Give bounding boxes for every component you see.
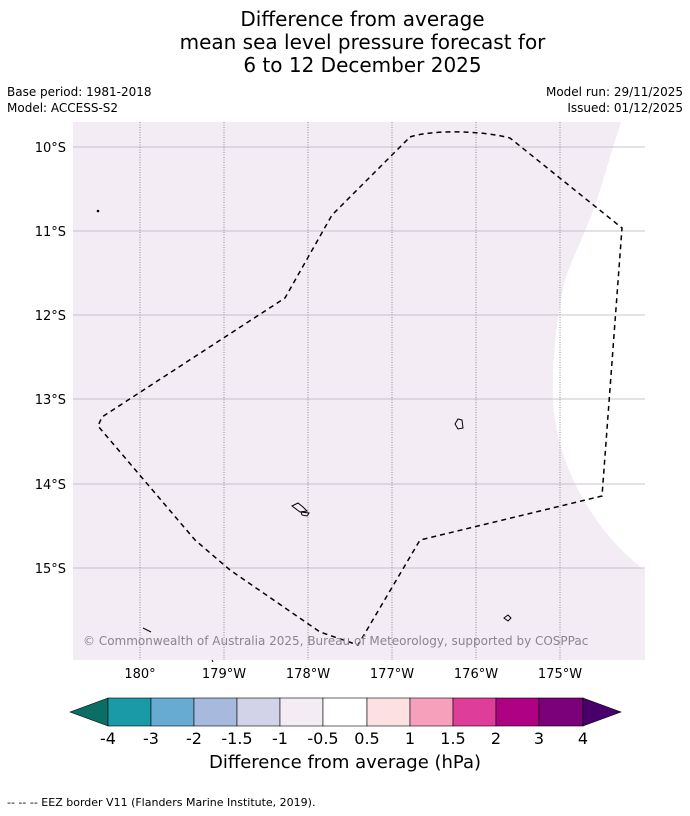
colorbar-bin-6 bbox=[322, 697, 368, 727]
lon-label-176w: 176°W bbox=[454, 667, 498, 682]
issued-date: Issued: 01/12/2025 bbox=[567, 101, 683, 115]
colorbar-bin-2 bbox=[150, 697, 195, 727]
colorbar-ticks: -4 -3 -2 -1.5 -1 -0.5 0.5 1 1.5 2 3 4 bbox=[100, 729, 588, 748]
lon-label-179w: 179°W bbox=[202, 667, 246, 682]
colorbar-bin-8 bbox=[409, 697, 454, 727]
colorbar-tick: -3 bbox=[143, 729, 159, 748]
colorbar-bin-4 bbox=[236, 697, 281, 727]
colorbar-title: Difference from average (hPa) bbox=[208, 752, 482, 773]
colorbar-tick: 4 bbox=[578, 729, 588, 748]
lon-label-178w: 178°W bbox=[286, 667, 330, 682]
lat-label-15s: 15°S bbox=[35, 562, 66, 577]
colorbar-bin-1 bbox=[107, 697, 152, 727]
lat-label-11s: 11°S bbox=[35, 225, 66, 240]
island-6 bbox=[96, 209, 100, 213]
colorbar-tick: 1.5 bbox=[440, 729, 465, 748]
meta-left: Base period: 1981-2018 Model: ACCESS-S2 bbox=[7, 84, 152, 116]
colorbar-bin-7 bbox=[366, 697, 411, 727]
islands bbox=[96, 209, 512, 663]
lon-label-177w: 177°W bbox=[370, 667, 414, 682]
colorbar-extend-low bbox=[69, 697, 109, 727]
colorbar-bin-11 bbox=[538, 697, 584, 727]
colorbar-tick: 1 bbox=[405, 729, 415, 748]
base-period: Base period: 1981-2018 bbox=[7, 85, 152, 99]
island-1 bbox=[454, 418, 464, 430]
colorbar-bin-10 bbox=[495, 697, 540, 727]
eez-border bbox=[97, 131, 623, 646]
island-2 bbox=[291, 502, 309, 513]
colorbar-bin-3 bbox=[193, 697, 238, 727]
island-7 bbox=[211, 659, 214, 663]
map-title: Difference from average mean sea level p… bbox=[0, 8, 690, 77]
colorbar-tick: -2 bbox=[186, 729, 202, 748]
map-panel bbox=[73, 122, 645, 660]
colorbar-tick: 2 bbox=[491, 729, 501, 748]
island-3 bbox=[300, 511, 310, 517]
island-4 bbox=[503, 614, 512, 622]
neutral-anomaly-area bbox=[552, 122, 645, 570]
model-name: Model: ACCESS-S2 bbox=[7, 101, 119, 115]
title-line-2: mean sea level pressure forecast for bbox=[179, 30, 546, 54]
lat-label-14s: 14°S bbox=[35, 478, 66, 493]
colorbar-extend-high bbox=[582, 697, 622, 727]
colorbar-tick: -1 bbox=[272, 729, 288, 748]
eez-legend: -- -- -- EEZ border V11 (Flanders Marine… bbox=[7, 796, 316, 809]
colorbar bbox=[69, 697, 622, 727]
meta-right: Model run: 29/11/2025 Issued: 01/12/2025 bbox=[546, 84, 683, 116]
lon-label-180: 180° bbox=[124, 667, 155, 682]
colorbar-tick: -0.5 bbox=[307, 729, 338, 748]
lon-labels: 180° 179°W 178°W 177°W 176°W 175°W bbox=[124, 667, 582, 682]
island-5 bbox=[142, 627, 152, 633]
model-run: Model run: 29/11/2025 bbox=[545, 85, 683, 99]
colorbar-tick: -1.5 bbox=[221, 729, 252, 748]
lat-gridlines bbox=[73, 146, 645, 569]
colorbar-bin-5 bbox=[279, 697, 324, 727]
lat-labels: 10°S 11°S 12°S 13°S 14°S 15°S bbox=[35, 141, 66, 577]
lon-gridlines bbox=[139, 122, 561, 660]
colorbar-tick: 3 bbox=[534, 729, 544, 748]
colorbar-tick: 0.5 bbox=[354, 729, 379, 748]
lat-label-13s: 13°S bbox=[35, 393, 66, 408]
title-line-1: Difference from average bbox=[240, 7, 485, 31]
lat-label-10s: 10°S bbox=[35, 141, 66, 156]
colorbar-bin-9 bbox=[452, 697, 497, 727]
lat-label-12s: 12°S bbox=[35, 309, 66, 324]
lon-label-175w: 175°W bbox=[538, 667, 582, 682]
copyright-text: © Commonwealth of Australia 2025, Bureau… bbox=[83, 634, 588, 648]
title-line-3: 6 to 12 December 2025 bbox=[243, 53, 482, 77]
colorbar-tick: -4 bbox=[100, 729, 116, 748]
